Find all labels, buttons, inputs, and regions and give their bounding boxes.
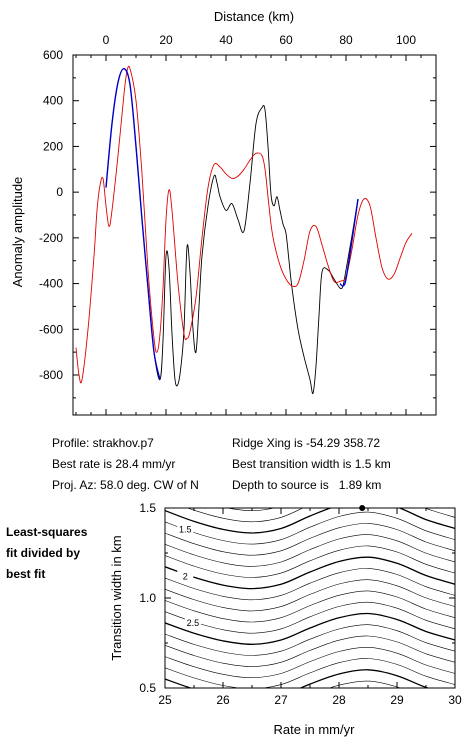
x-tick-label: 40 [219, 33, 233, 47]
side-note-line: Least-squares [6, 525, 88, 539]
contour-line [165, 511, 455, 545]
y-tick-label: 1.5 [139, 501, 156, 515]
contour-line [165, 545, 455, 578]
contour-line [165, 624, 455, 656]
ridge-crossing-text: Ridge Xing is -54.29 358.72 [232, 436, 381, 450]
y-tick-label: -400 [39, 277, 63, 291]
contour-label: 2 [183, 571, 188, 581]
contour-line [165, 612, 455, 645]
contour-line [165, 568, 455, 601]
series-line-0 [105, 68, 359, 395]
contour-line [165, 523, 455, 556]
contour-labels: 1.5 2 2.5 [177, 523, 201, 628]
x-tick-label: 20 [159, 33, 173, 47]
contour-label-bg [177, 570, 194, 581]
projection-azimuth-text: Proj. Az: 58.0 deg. CW of N [52, 478, 199, 492]
y-tick-label: -800 [39, 368, 63, 382]
y-tick-label: 0 [56, 185, 63, 199]
x-tick-label: 0 [103, 33, 110, 47]
y-tick-label: 600 [43, 48, 63, 62]
contour-line [165, 508, 455, 534]
top-y-axis-label: Anomaly amplitude [10, 177, 25, 288]
x-tick-label: 60 [279, 33, 293, 47]
contour-line [165, 601, 455, 634]
contour-line [165, 737, 455, 745]
contour-label: 2.5 [187, 618, 200, 628]
bottom-plot-frame [164, 507, 456, 689]
contour-lines [165, 508, 455, 745]
contour-line [165, 669, 430, 688]
contour-line [165, 534, 455, 567]
x-tick-label: 26 [216, 693, 230, 707]
x-tick-label: 80 [339, 33, 353, 47]
top-series-group [75, 65, 413, 395]
best-fit-marker [359, 505, 366, 511]
best-rate-text: Best rate is 28.4 mm/yr [52, 457, 176, 471]
misfit-contour-chart: 1.5 2 2.5 25 26 27 28 29 30 0.5 1.0 1.5 Rate in mm… [109, 501, 462, 745]
top-x-axis-label: Distance (km) [214, 9, 294, 24]
x-tick-label: 29 [390, 693, 404, 707]
y-tick-label: -600 [39, 322, 63, 336]
series-line-2 [105, 68, 161, 380]
series-line-3 [339, 198, 359, 287]
side-note-line: best fit [6, 567, 46, 581]
y-tick-label: -200 [39, 231, 63, 245]
x-tick-label: 25 [158, 693, 172, 707]
side-note: Least-squares fit divided by best fit [6, 522, 87, 585]
contour-label: 1.5 [179, 525, 192, 535]
contour-line [165, 658, 455, 688]
bottom-ticks: 25 26 27 28 29 30 0.5 1.0 1.5 [139, 501, 462, 707]
contour-line [165, 692, 455, 722]
y-tick-label: 200 [43, 139, 63, 153]
contour-label-bg [184, 617, 201, 628]
bottom-y-axis-label: Transition width in km [109, 535, 124, 660]
contour-line [165, 646, 455, 679]
contour-line [165, 590, 455, 623]
contour-line [165, 556, 455, 590]
profile-text: Profile: strakhov.p7 [52, 436, 154, 450]
series-line-1 [75, 65, 413, 384]
top-ticks: 0 20 40 60 80 100 600 400 200 0 -200 -400 -600 -800 [39, 33, 436, 415]
contour-line [186, 508, 455, 523]
y-tick-label: 1.0 [139, 591, 156, 605]
transition-width-text: Best transition width is 1.5 km [232, 457, 391, 471]
side-note-line: fit divided by [6, 546, 81, 560]
anomaly-chart: Distance (km) Anomaly amplitude 0 20 40 60 8… [10, 9, 437, 416]
contour-line [165, 579, 455, 612]
x-tick-label: 28 [332, 693, 346, 707]
top-plot-frame [72, 54, 437, 416]
depth-to-source-text: Depth to source is 1.89 km [232, 478, 382, 492]
x-tick-label: 100 [396, 33, 416, 47]
y-tick-label: 0.5 [139, 681, 156, 695]
bottom-x-axis-label: Rate in mm/yr [274, 722, 356, 737]
y-tick-label: 400 [43, 94, 63, 108]
contour-label-bg [177, 523, 194, 534]
contour-line [165, 635, 455, 667]
x-tick-label: 27 [274, 693, 288, 707]
x-tick-label: 30 [448, 693, 462, 707]
